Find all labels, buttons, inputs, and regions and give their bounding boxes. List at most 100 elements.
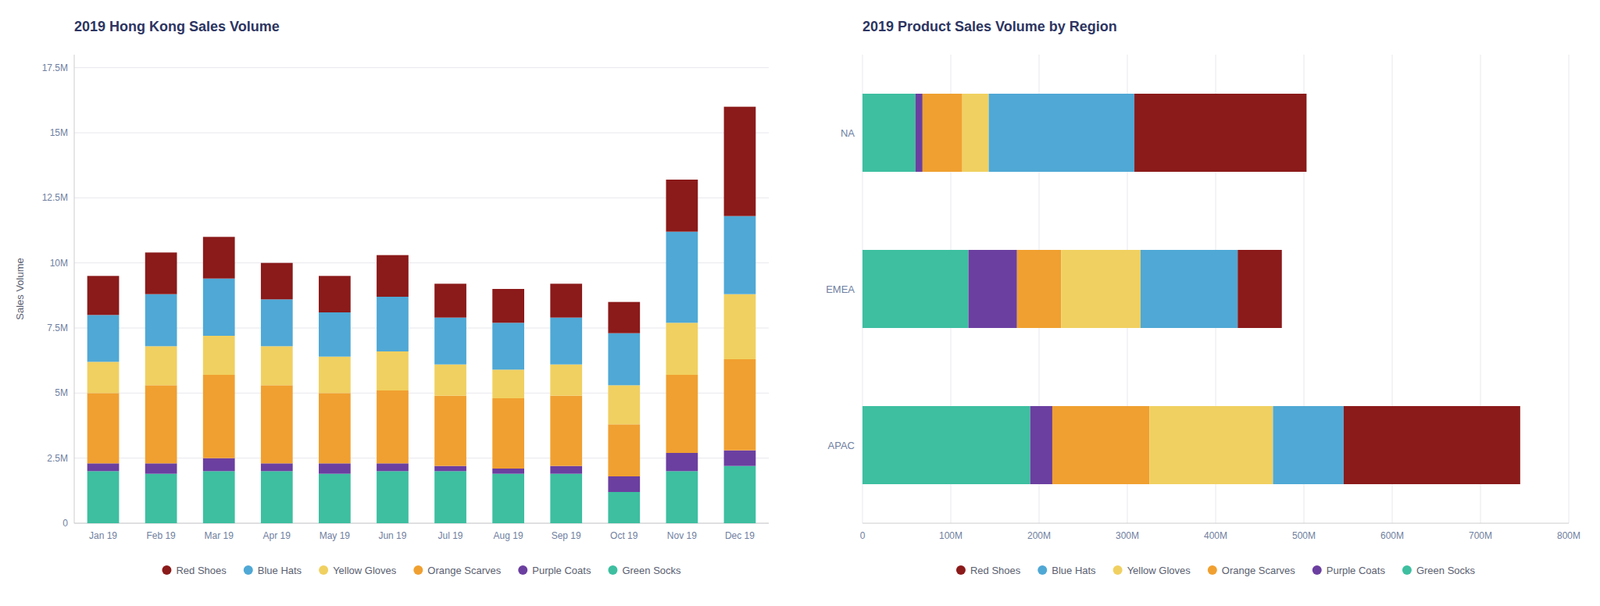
bar	[962, 93, 990, 172]
legend-marker	[517, 565, 528, 575]
bar	[434, 317, 467, 365]
bar	[607, 424, 640, 477]
bar	[607, 476, 640, 493]
bars	[87, 107, 757, 524]
category-label: EMEA	[825, 283, 855, 296]
legend-item: Purple Coats	[517, 564, 592, 577]
legend-marker	[318, 565, 329, 575]
bar	[666, 232, 699, 324]
bar	[862, 93, 916, 172]
tick-label: 7.5M	[46, 322, 68, 334]
bar	[550, 364, 583, 397]
bar	[434, 466, 467, 472]
bar	[376, 471, 409, 524]
category-label: Jul 19	[438, 530, 464, 542]
legend-item: Blue Hats	[1037, 564, 1097, 577]
legend-label: Purple Coats	[1326, 564, 1386, 577]
bar	[989, 93, 1135, 172]
legend-marker	[1312, 565, 1322, 575]
tick-label: 5M	[54, 387, 68, 399]
category-label: Jun 19	[378, 530, 407, 542]
bar	[203, 471, 236, 524]
bar	[1149, 406, 1273, 485]
bar	[1060, 250, 1141, 329]
bar	[1134, 93, 1307, 172]
bar	[376, 463, 409, 472]
bar	[260, 299, 293, 347]
category-label: Nov 19	[667, 530, 697, 542]
tick-label: 300M	[1115, 530, 1140, 542]
bar	[1140, 250, 1238, 329]
grid-line	[74, 523, 769, 525]
legend-item: Green Socks	[1402, 564, 1476, 577]
bar	[376, 296, 409, 352]
category-label: Aug 19	[493, 530, 524, 542]
legend-marker	[1037, 565, 1047, 575]
legend-marker	[1207, 565, 1218, 575]
bar	[318, 463, 351, 474]
tick-label: 700M	[1468, 530, 1493, 542]
tick-label: 600M	[1380, 530, 1404, 542]
bar	[492, 369, 525, 399]
bar	[724, 107, 757, 217]
bar	[724, 216, 757, 295]
legend-item: Yellow Gloves	[318, 564, 397, 577]
bar	[607, 492, 640, 524]
bar	[145, 294, 178, 347]
grid-line	[1568, 54, 1570, 524]
bar	[1030, 406, 1053, 485]
bar	[434, 283, 467, 318]
grid-line	[74, 392, 769, 394]
bar	[492, 474, 525, 524]
category-label: Mar 19	[204, 530, 235, 542]
axis-line	[74, 54, 75, 524]
bar	[492, 398, 525, 469]
legend-label: Orange Scarves	[427, 564, 501, 577]
category-label: Jan 19	[89, 530, 118, 542]
legend-marker	[413, 565, 423, 575]
category-label: NA	[840, 127, 855, 140]
bar	[260, 346, 293, 386]
bar	[492, 289, 525, 323]
tick-label: 400M	[1203, 530, 1228, 542]
bar	[607, 385, 640, 425]
chart-title: 2019 Product Sales Volume by Region	[862, 18, 1118, 35]
bar	[492, 468, 525, 475]
category-label: APAC	[828, 439, 855, 452]
bar	[87, 314, 120, 362]
bar	[434, 364, 467, 397]
legend-label: Purple Coats	[532, 564, 592, 577]
bar	[724, 466, 757, 524]
bar	[1052, 406, 1150, 485]
bar	[968, 250, 1018, 329]
legend-label: Yellow Gloves	[332, 564, 397, 577]
grid-line	[74, 132, 769, 134]
bar	[203, 335, 236, 375]
bar	[434, 396, 467, 467]
bar	[203, 375, 236, 459]
bar	[1237, 250, 1283, 329]
bar	[260, 385, 293, 464]
legend-label: Blue Hats	[257, 564, 303, 577]
bar	[260, 471, 293, 524]
bar	[666, 322, 699, 375]
bar	[260, 463, 293, 472]
legend-item: Orange Scarves	[1207, 564, 1296, 577]
bar	[434, 471, 467, 524]
tick-label: 10M	[50, 257, 68, 269]
bar	[550, 317, 583, 365]
bar	[87, 361, 120, 393]
category-label: Apr 19	[263, 530, 292, 542]
category-label: Sep 19	[551, 530, 582, 542]
chart-panel: 2019 Product Sales Volume by Region0100M…	[825, 18, 1581, 577]
bar	[550, 283, 583, 318]
legend-label: Green Socks	[621, 564, 682, 577]
bar	[145, 252, 178, 294]
tick-label: 800M	[1557, 530, 1581, 542]
grid-line	[74, 328, 769, 329]
bar	[666, 471, 699, 524]
category-label: Oct 19	[610, 530, 639, 542]
grid-line	[74, 67, 769, 68]
bar	[87, 463, 120, 472]
bar	[318, 392, 351, 464]
